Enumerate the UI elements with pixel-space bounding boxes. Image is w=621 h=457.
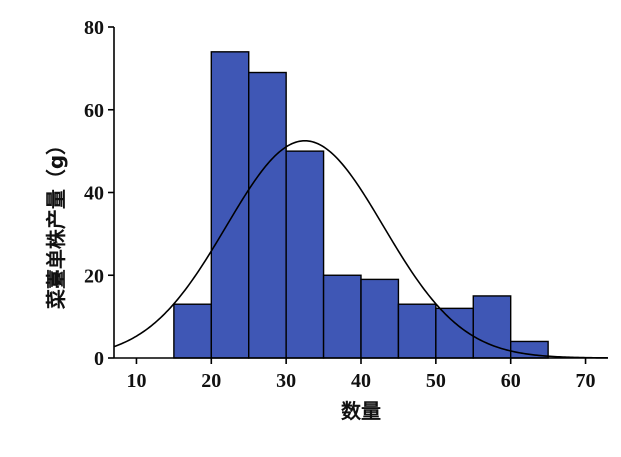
x-tick-label: 50 bbox=[426, 370, 446, 392]
histogram-bar-8 bbox=[435, 307, 474, 359]
x-axis-title: 数量 bbox=[341, 399, 381, 423]
x-tick-label: 10 bbox=[126, 370, 146, 392]
y-tick-label: 60 bbox=[84, 100, 104, 122]
y-tick-label: 0 bbox=[94, 348, 104, 370]
y-axis-title: 菜薹单株产量（g） bbox=[44, 135, 68, 310]
ticks-layer: 10 20 30 40 50 60 70 0 20 40 60 80 bbox=[84, 17, 596, 392]
bars-layer bbox=[173, 51, 549, 359]
x-tick-label: 70 bbox=[576, 370, 596, 392]
histogram-bar-6 bbox=[360, 278, 400, 359]
x-tick-label: 40 bbox=[351, 370, 371, 392]
y-tick-label: 20 bbox=[84, 265, 104, 287]
x-tick-label: 30 bbox=[276, 370, 296, 392]
x-tick-label: 20 bbox=[201, 370, 221, 392]
histogram-bar-9 bbox=[472, 295, 512, 359]
histogram-bar-7 bbox=[397, 303, 437, 359]
histogram-bar-3 bbox=[248, 71, 287, 359]
normal-curve bbox=[113, 139, 609, 359]
histogram-bar-4 bbox=[285, 150, 325, 359]
histogram-bar-1 bbox=[173, 303, 213, 359]
histogram-bar-2 bbox=[210, 51, 250, 359]
y-tick-label: 80 bbox=[84, 17, 104, 39]
x-tick-label: 60 bbox=[501, 370, 521, 392]
histogram-bar-5 bbox=[322, 274, 362, 359]
y-tick-label: 40 bbox=[84, 183, 104, 205]
